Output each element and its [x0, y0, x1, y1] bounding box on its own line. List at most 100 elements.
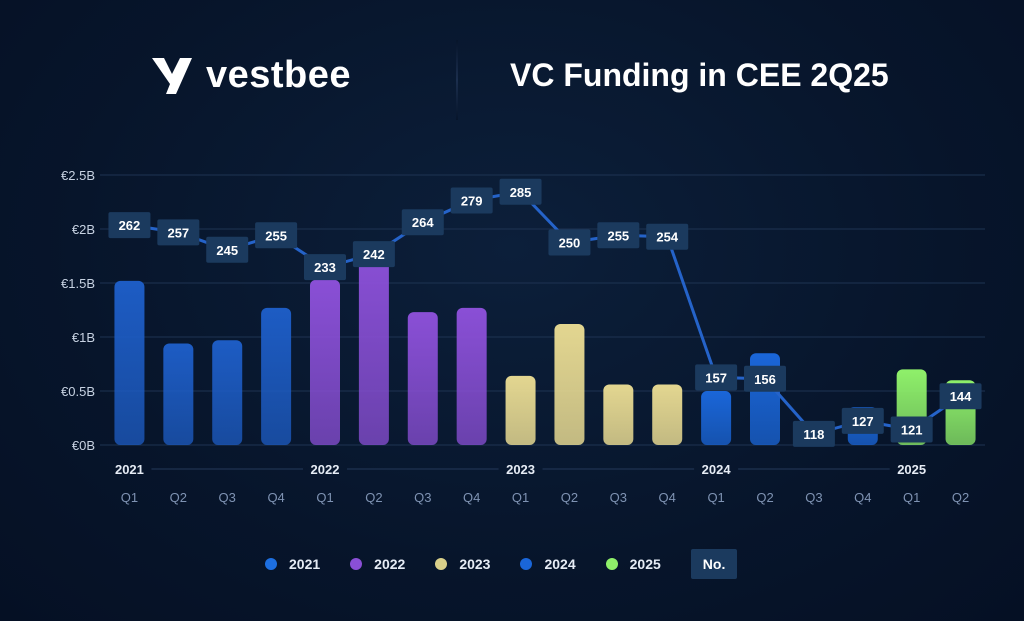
- deal-count-box: [450, 187, 493, 214]
- x-tick-label: Q4: [267, 490, 284, 505]
- bar: [505, 375, 536, 445]
- deal-count-box: [255, 222, 298, 249]
- x-tick-label: Q3: [610, 490, 627, 505]
- deal-count-label: 118: [803, 427, 824, 442]
- bar: [701, 391, 732, 445]
- deal-count-label: 156: [754, 372, 776, 387]
- deal-count-box: [841, 407, 884, 434]
- year-label: 2024: [702, 462, 732, 477]
- bar: [114, 280, 145, 445]
- deal-count-box: [695, 364, 738, 391]
- x-tick-label: Q1: [707, 490, 724, 505]
- x-tick-label: Q3: [414, 490, 431, 505]
- legend-dot-2022: [350, 558, 363, 570]
- x-tick-label: Q4: [854, 490, 871, 505]
- x-tick-label: Q2: [756, 490, 773, 505]
- deal-count-box: [792, 420, 835, 447]
- deal-count-label: 255: [607, 228, 629, 243]
- deal-count-label: 245: [216, 243, 238, 258]
- legend-item-2022: 2022: [350, 556, 405, 572]
- bar: [358, 248, 389, 445]
- chart: €0B €0.5B €1B €1.5B €2B €2.5B Q1 Q2 Q3 Q4 Q1 Q2 Q3 Q4…: [61, 168, 985, 505]
- chart-title: VC Funding in CEE 2Q25: [510, 57, 889, 93]
- x-tick-label: Q4: [659, 490, 676, 505]
- deal-count-box: [890, 416, 933, 443]
- deal-count-label: 257: [167, 225, 189, 240]
- x-tick-label: Q1: [903, 490, 920, 505]
- legend-label-2023: 2023: [459, 556, 491, 572]
- legend-item-2021: 2021: [265, 556, 320, 572]
- deal-count-box: [352, 241, 395, 268]
- year-label: 2025: [897, 462, 926, 477]
- legend-label-2022: 2022: [374, 556, 406, 572]
- x-tick-label: Q1: [121, 490, 138, 505]
- deal-count-box: [206, 236, 249, 263]
- bar: [163, 343, 194, 445]
- deal-count-box: [499, 178, 542, 205]
- legend-item-2025: 2025: [605, 556, 661, 572]
- x-tick-label: Q1: [512, 490, 529, 505]
- bar: [652, 384, 683, 445]
- bar: [212, 340, 243, 445]
- x-tick-label: Q2: [952, 490, 969, 505]
- x-tick-label: Q4: [463, 490, 480, 505]
- y-tick-label: €2.5B: [61, 168, 95, 183]
- legend-label-2025: 2025: [629, 556, 661, 572]
- header: vestbee VC Funding in CEE 2Q25: [0, 0, 1024, 140]
- deal-count-label: 255: [265, 228, 287, 243]
- x-tick-label: Q3: [219, 490, 236, 505]
- year-label: 2022: [311, 462, 340, 477]
- deal-count-box: [157, 219, 200, 246]
- x-tick-label: Q1: [316, 490, 333, 505]
- deal-count-box: [401, 209, 444, 236]
- deal-count-label: 264: [412, 215, 434, 230]
- deal-count-label: 285: [510, 185, 532, 200]
- deal-count-label: 157: [705, 370, 727, 385]
- bar: [603, 384, 634, 445]
- legend-dot-2024: [520, 558, 533, 570]
- legend-item-2023: 2023: [435, 556, 490, 572]
- year-label: 2023: [506, 462, 535, 477]
- legend-dot-2023: [435, 558, 448, 570]
- deal-count-label: 127: [852, 414, 874, 429]
- deal-count-box: [744, 365, 786, 392]
- bar: [261, 307, 292, 445]
- deal-count-label: 279: [461, 193, 483, 208]
- year-label: 2021: [115, 462, 144, 477]
- deal-count-label: 233: [314, 260, 336, 275]
- deal-count-box: [646, 223, 689, 250]
- vestbee-logo-icon: [152, 57, 192, 94]
- legend-label-2024: 2024: [544, 556, 576, 572]
- x-tick-label: Q2: [365, 490, 382, 505]
- y-tick-label: €0.5B: [61, 384, 95, 399]
- legend-item-2024: 2024: [520, 556, 576, 572]
- y-tick-label: €0B: [72, 438, 95, 453]
- legend-dot-2021: [265, 558, 277, 570]
- deal-count-line: [129, 190, 962, 436]
- y-tick-label: €2B: [72, 222, 95, 237]
- deal-count-box: [304, 254, 346, 281]
- x-tick-label: Q2: [561, 490, 578, 505]
- y-tick-label: €1B: [72, 330, 95, 345]
- bar: [310, 279, 340, 445]
- vestbee-logo: vestbee: [150, 54, 351, 97]
- legend-deal-count-label: No.: [690, 549, 738, 579]
- deal-count-label: 254: [656, 230, 678, 245]
- deal-count-label: 262: [119, 218, 141, 233]
- deal-count-label: 250: [559, 236, 581, 251]
- x-tick-label: Q3: [805, 490, 822, 505]
- y-tick-label: €1.5B: [61, 276, 95, 291]
- brand-name: vestbee: [206, 54, 352, 96]
- bar: [554, 324, 585, 445]
- deal-count-label: 242: [363, 247, 385, 262]
- legend-dot-2025: [605, 558, 618, 570]
- deal-count-label: 144: [950, 389, 972, 404]
- legend: 2021 2022 2023 2024 2025 No.: [265, 549, 738, 579]
- legend-label-2021: 2021: [289, 556, 321, 572]
- deal-count-label: 121: [901, 423, 923, 438]
- deal-count-box: [597, 222, 640, 249]
- bar: [456, 307, 487, 445]
- header-divider: [456, 40, 458, 120]
- x-tick-label: Q2: [170, 490, 187, 505]
